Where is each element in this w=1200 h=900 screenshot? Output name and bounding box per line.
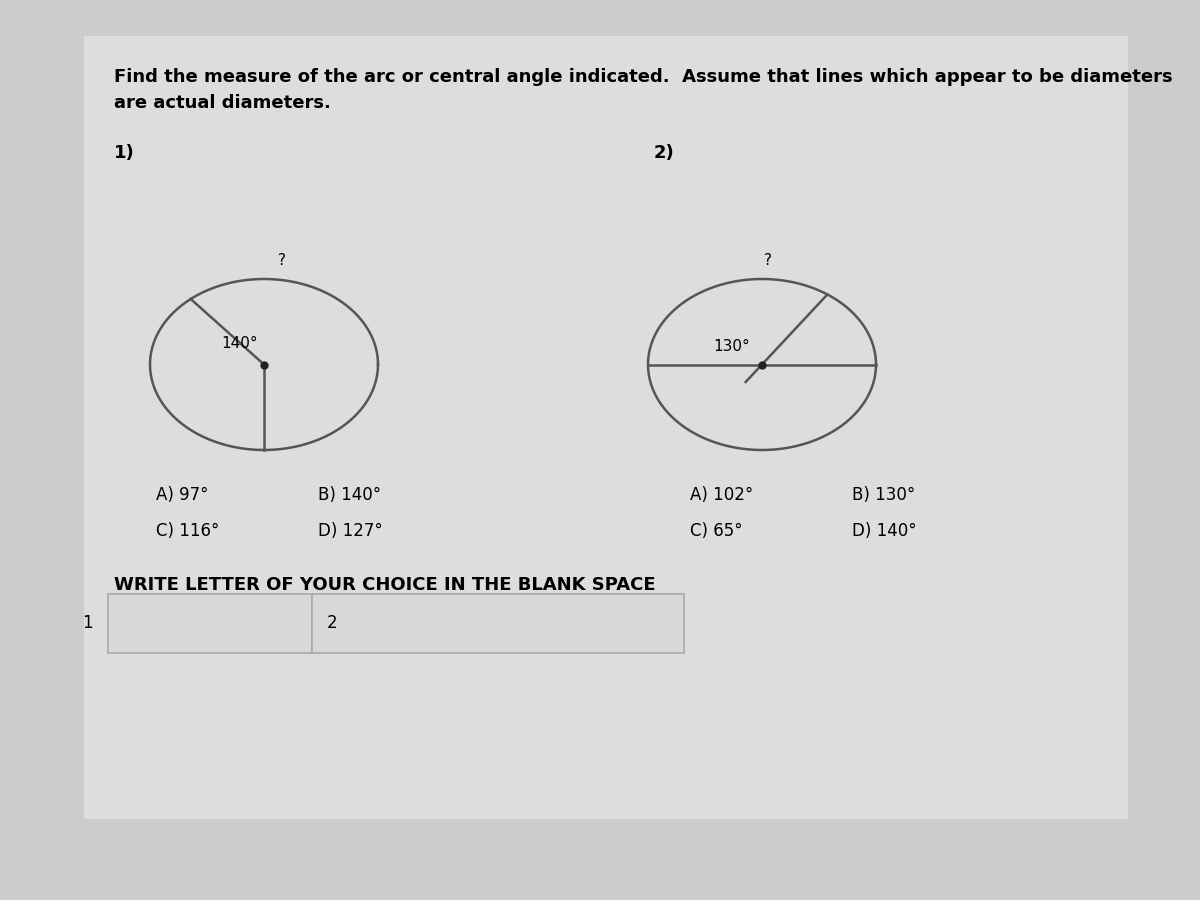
Text: 140°: 140°	[221, 336, 258, 351]
Text: ?: ?	[278, 253, 286, 268]
Text: C) 116°: C) 116°	[156, 522, 220, 540]
FancyBboxPatch shape	[84, 36, 1128, 819]
Text: Find the measure of the arc or central angle indicated.  Assume that lines which: Find the measure of the arc or central a…	[114, 68, 1172, 86]
Text: are actual diameters.: are actual diameters.	[114, 94, 331, 112]
Bar	[108, 594, 312, 652]
Text: 2: 2	[326, 614, 337, 632]
Text: B) 140°: B) 140°	[318, 486, 382, 504]
Text: B) 130°: B) 130°	[852, 486, 916, 504]
Text: D) 140°: D) 140°	[852, 522, 917, 540]
Text: 1): 1)	[114, 144, 134, 162]
Text: C) 65°: C) 65°	[690, 522, 743, 540]
Text: 2): 2)	[654, 144, 674, 162]
Text: D) 127°: D) 127°	[318, 522, 383, 540]
Text: 130°: 130°	[713, 338, 750, 354]
Text: 1: 1	[82, 614, 92, 632]
Text: ?: ?	[764, 253, 772, 268]
Text: A) 102°: A) 102°	[690, 486, 754, 504]
Bar	[312, 594, 684, 652]
Text: A) 97°: A) 97°	[156, 486, 209, 504]
Text: WRITE LETTER OF YOUR CHOICE IN THE BLANK SPACE: WRITE LETTER OF YOUR CHOICE IN THE BLANK…	[114, 576, 655, 594]
